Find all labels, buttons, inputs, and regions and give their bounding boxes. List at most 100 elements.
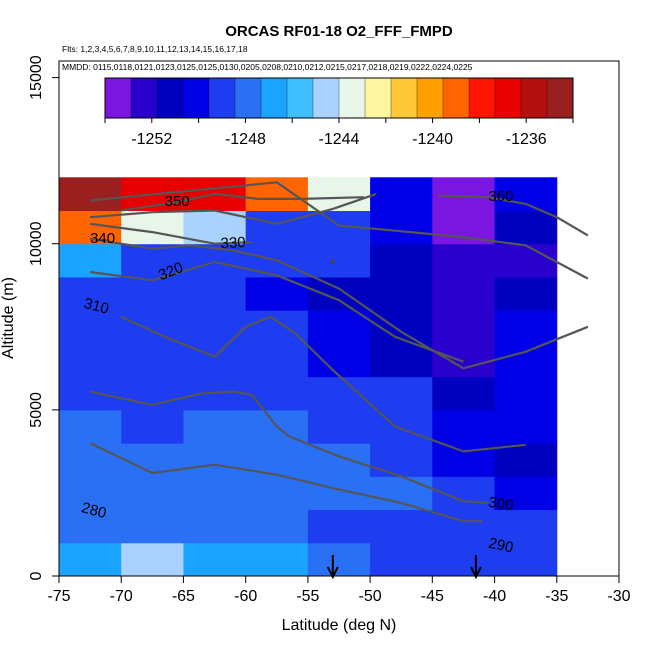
theta-contour-370 — [89, 181, 589, 280]
heatmap-cell — [245, 276, 309, 311]
heatmap-cell — [59, 310, 122, 344]
heatmap-cell — [59, 476, 122, 511]
heatmap-cell — [432, 276, 496, 311]
heatmap-cell — [121, 343, 184, 378]
heatmap-cell — [183, 409, 247, 444]
x-tick-label: -55 — [296, 588, 319, 605]
heatmap-cell — [59, 509, 122, 544]
contour-label: 280 — [80, 499, 109, 522]
theta-contour-290 — [89, 390, 489, 504]
heatmap-cell — [307, 177, 371, 212]
heatmap-cell — [494, 542, 558, 577]
y-tick-label: 15000 — [28, 55, 45, 100]
heatmap-cell — [183, 276, 247, 311]
y-tick-label: 5000 — [28, 392, 45, 428]
heatmap-cell — [245, 210, 309, 245]
heatmap-cell — [121, 476, 184, 511]
heatmap-cell — [432, 542, 496, 577]
colorbar-tick-label: -1248 — [225, 131, 266, 148]
colorbar-swatch — [209, 78, 236, 118]
theta-contour-330 — [89, 222, 252, 245]
contour-label: 340 — [90, 230, 115, 247]
surface-arrows — [326, 555, 482, 580]
theta-contours — [89, 181, 589, 523]
colorbar-swatch — [547, 78, 574, 118]
heatmap-cells — [59, 177, 558, 577]
heatmap-cell — [432, 177, 496, 212]
heatmap-cell — [307, 243, 371, 278]
x-axis-label: Latitude (deg N) — [282, 617, 397, 634]
heatmap-cell — [494, 376, 558, 411]
heatmap-cell — [121, 409, 184, 444]
heatmap-cell — [59, 443, 122, 477]
heatmap-cell — [245, 376, 309, 411]
x-axis: -75 -70 -65 -60 -55 -50 -45 -40 -35 -30 — [47, 575, 631, 605]
heatmap-cell — [59, 276, 122, 311]
x-tick-label: -50 — [359, 588, 382, 605]
contour-label: 330 — [220, 234, 246, 252]
heatmap-cell — [370, 276, 433, 311]
heatmap-cell — [121, 509, 184, 544]
colorbar-swatch — [443, 78, 470, 118]
colorbar-swatch — [391, 78, 418, 118]
colorbar-swatch — [417, 78, 444, 118]
heatmap-cell — [494, 276, 558, 311]
theta-contour-320 — [89, 260, 464, 363]
contour-label: 300 — [487, 494, 514, 514]
colorbar-swatch — [469, 78, 496, 118]
x-tick-label: -35 — [545, 588, 568, 605]
heatmap-cell — [59, 542, 122, 577]
heatmap-cell — [370, 376, 433, 411]
heatmap-cell — [494, 310, 558, 344]
colorbar-tick-label: -1236 — [506, 131, 547, 148]
y-axis: 0 5000 10000 15000 — [28, 55, 60, 580]
mmdd-line: MMDD: 0115,0118,0121,0123,0125,0125,0130… — [62, 62, 473, 72]
x-tick-label: -45 — [421, 588, 444, 605]
heatmap-cell — [59, 343, 122, 378]
colorbar: -1252 -1248 -1244 -1240 -1236 — [104, 77, 574, 148]
heatmap-cell — [183, 542, 247, 577]
heatmap-cell — [494, 177, 558, 212]
colorbar-swatch — [105, 78, 132, 118]
heatmap-cell — [245, 509, 309, 544]
colorbar-swatch — [495, 78, 522, 118]
heatmap-cell — [432, 376, 496, 411]
colorbar-swatch — [131, 78, 158, 118]
heatmap-cell — [121, 276, 184, 311]
heatmap-cell — [307, 276, 371, 311]
heatmap-cell — [307, 376, 371, 411]
heatmap-cell — [494, 343, 558, 378]
colorbar-tick-label: -1244 — [319, 131, 360, 148]
heatmap-cell — [183, 509, 247, 544]
contour-label: 350 — [165, 193, 190, 210]
contour-label: 290 — [487, 535, 515, 557]
heatmap-cell — [59, 177, 122, 212]
colorbar-swatch — [365, 78, 392, 118]
heatmap-cell — [370, 443, 433, 477]
x-tick-label: -30 — [607, 588, 630, 605]
heatmap-cell — [370, 476, 433, 511]
heatmap-cell — [494, 210, 558, 245]
heatmap-cell — [307, 476, 371, 511]
x-tick-label: -75 — [47, 588, 70, 605]
heatmap-cell — [370, 243, 433, 278]
x-tick-label: -60 — [234, 588, 257, 605]
flights-line: Flts: 1,2,3,4,5,6,7,8,9,10,11,12,13,14,1… — [62, 44, 248, 54]
sample-marker-dot — [330, 260, 335, 264]
heatmap-cell — [307, 343, 371, 378]
theta-contour-310 — [120, 315, 526, 453]
theta-contour-280 — [89, 442, 483, 523]
colorbar-tick-label: -1240 — [412, 131, 453, 148]
heatmap-cell — [370, 509, 433, 544]
colorbar-swatch — [313, 78, 340, 118]
heatmap-cell — [494, 476, 558, 511]
y-tick-label: 0 — [28, 571, 45, 580]
colorbar-swatch — [287, 78, 314, 118]
heatmap-cell — [59, 376, 122, 411]
colorbar-swatch — [235, 78, 262, 118]
surface-arrow-head — [470, 566, 482, 580]
heatmap-cell — [121, 310, 184, 344]
surface-arrow-head — [326, 566, 339, 580]
heatmap-cell — [307, 310, 371, 344]
colorbar-swatch — [339, 78, 366, 118]
